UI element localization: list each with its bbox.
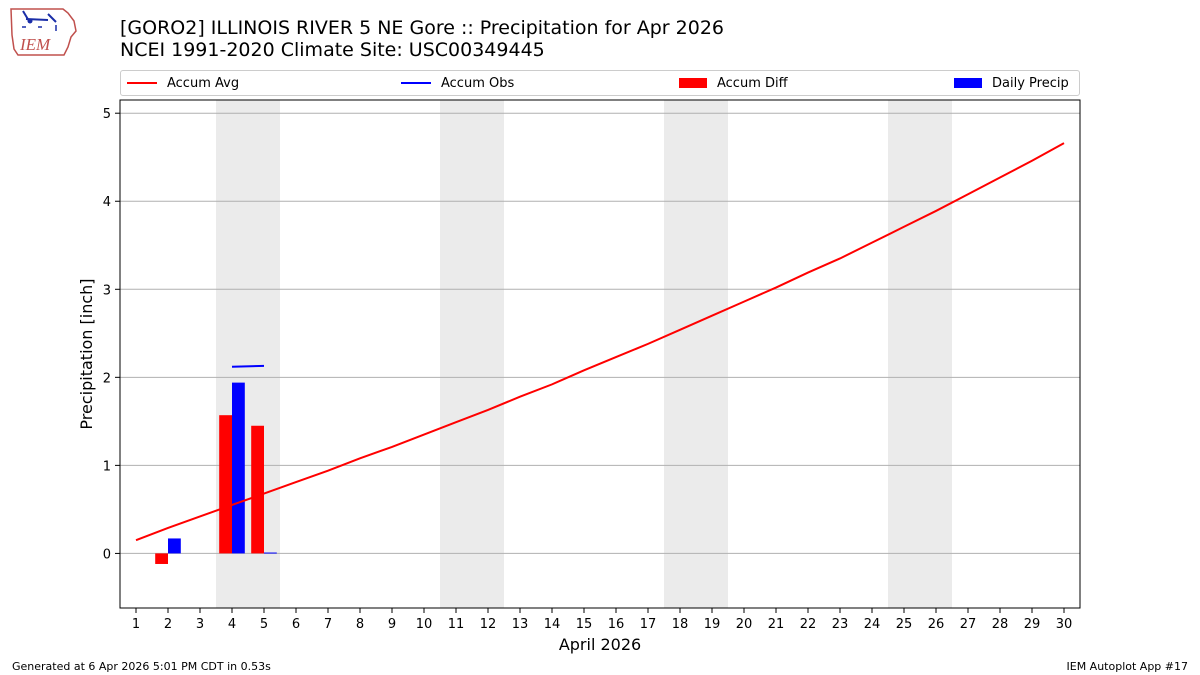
x-tick-label: 7: [324, 617, 332, 632]
x-tick-label: 24: [864, 617, 881, 632]
generated-timestamp: Generated at 6 Apr 2026 5:01 PM CDT in 0…: [12, 660, 271, 673]
x-tick-label: 1: [132, 617, 140, 632]
legend-label-daily-precip: Daily Precip: [992, 75, 1069, 91]
legend-label-accum-obs: Accum Obs: [441, 75, 515, 91]
x-tick-label: 18: [672, 617, 689, 632]
x-tick-label: 19: [704, 617, 721, 632]
legend-label-accum-avg: Accum Avg: [167, 75, 240, 91]
y-tick-label: 4: [103, 195, 111, 210]
x-tick-label: 13: [512, 617, 529, 632]
legend-item-accum-diff: Accum Diff: [679, 71, 788, 95]
x-tick-label: 15: [576, 617, 593, 632]
legend-swatch-accum-obs: [401, 82, 431, 84]
y-axis-label: Precipitation [inch]: [77, 278, 96, 429]
x-tick-label: 14: [544, 617, 561, 632]
x-tick-label: 3: [196, 617, 204, 632]
weekend-shade: [888, 100, 952, 608]
y-tick-label: 2: [103, 371, 111, 386]
legend-item-accum-avg: Accum Avg: [127, 71, 239, 95]
iowa-outline-icon: [10, 8, 77, 56]
x-tick-label: 17: [640, 617, 657, 632]
x-tick-label: 28: [992, 617, 1009, 632]
y-tick-label: 1: [103, 459, 111, 474]
x-axis-label: April 2026: [559, 635, 641, 654]
x-tick-label: 2: [164, 617, 172, 632]
legend-item-accum-obs: Accum Obs: [401, 71, 514, 95]
weekend-shade: [664, 100, 728, 608]
y-tick-label: 3: [103, 283, 111, 298]
bar-daily-precip: [168, 538, 181, 554]
legend-swatch-accum-avg: [127, 82, 157, 84]
x-tick-label: 16: [608, 617, 625, 632]
x-tick-label: 10: [416, 617, 433, 632]
x-tick-label: 23: [832, 617, 849, 632]
x-tick-label: 25: [896, 617, 913, 632]
x-tick-label: 11: [448, 617, 465, 632]
chart-title: [GORO2] ILLINOIS RIVER 5 NE Gore :: Prec…: [120, 17, 725, 39]
x-tick-label: 6: [292, 617, 300, 632]
bar-daily-precip: [264, 552, 277, 554]
plot-frame: [119, 99, 1081, 609]
x-tick-label: 9: [388, 617, 396, 632]
bar-accum-diff: [251, 425, 264, 554]
legend-swatch-daily-precip: [954, 78, 982, 88]
app-credit: IEM Autoplot App #17: [1066, 660, 1189, 673]
x-tick-label: 21: [768, 617, 785, 632]
legend-label-accum-diff: Accum Diff: [717, 75, 788, 91]
weekend-shade: [440, 100, 504, 608]
x-tick-label: 22: [800, 617, 817, 632]
x-tick-label: 27: [960, 617, 977, 632]
bar-accum-diff: [219, 415, 232, 554]
iem-logo: IEM: [10, 8, 77, 56]
legend-item-daily-precip: Daily Precip: [954, 71, 1069, 95]
x-tick-label: 29: [1024, 617, 1041, 632]
x-tick-label: 30: [1056, 617, 1073, 632]
y-tick-label: 0: [103, 547, 111, 562]
legend: Accum Avg Accum Obs Accum Diff Daily Pre…: [120, 70, 1080, 96]
bar-daily-precip: [232, 382, 245, 554]
x-tick-label: 5: [260, 617, 268, 632]
bar-accum-diff: [155, 553, 168, 564]
line-accum-obs: [231, 364, 265, 368]
legend-swatch-accum-diff: [679, 78, 707, 88]
x-tick-label: 12: [480, 617, 497, 632]
logo-text: IEM: [19, 35, 51, 54]
x-tick-label: 26: [928, 617, 945, 632]
x-tick-label: 20: [736, 617, 753, 632]
y-tick-label: 5: [103, 107, 111, 122]
x-tick-label: 4: [228, 617, 236, 632]
line-accum-avg: [135, 142, 1065, 542]
x-tick-label: 8: [356, 617, 364, 632]
chart-subtitle: NCEI 1991-2020 Climate Site: USC00349445: [120, 39, 545, 61]
